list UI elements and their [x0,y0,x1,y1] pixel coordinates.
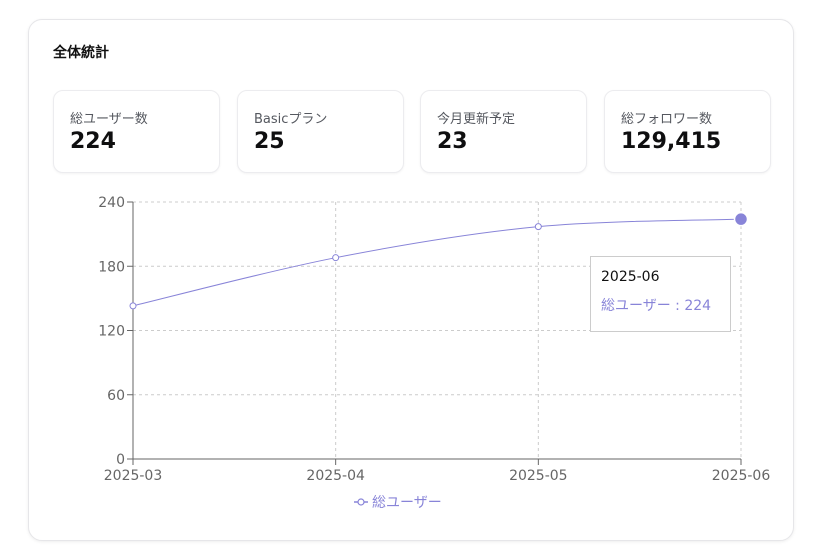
stat-card-renewals-this-month: 今月更新予定 23 [420,90,587,173]
stat-label: 総フォロワー数 [621,112,713,127]
y-tick-label: 0 [116,452,125,468]
y-tick-label: 60 [107,388,125,404]
y-tick-label: 240 [98,195,125,211]
stat-value: 23 [437,129,468,154]
x-tick-label: 2025-05 [509,468,568,484]
data-point[interactable] [129,302,137,310]
stat-value: 129,415 [621,129,722,154]
active-data-point[interactable] [733,211,749,227]
x-tick-label: 2025-06 [712,468,771,484]
stat-card-basic-plan: Basicプラン 25 [237,90,404,173]
line-chart[interactable]: 0 60 120 180 240 2025-03 2025-04 2025-05 2025-06 [29,20,795,542]
y-tick-label: 180 [98,259,125,275]
tooltip-value: 総ユーザー : 224 [601,298,712,314]
x-tick-label: 2025-04 [306,468,365,484]
stat-card-total-followers: 総フォロワー数 129,415 [604,90,771,173]
x-tick-label: 2025-03 [104,468,163,484]
stat-card-total-users: 総ユーザー数 224 [53,90,220,173]
legend-label: 総ユーザー [372,495,442,511]
stat-label: Basicプラン [254,112,328,127]
card-title: 全体統計 [53,45,109,61]
stat-label: 今月更新予定 [437,112,516,127]
overall-stats-card: 全体統計 総ユーザー数 224 Basicプラン 25 今月更新予定 23 総フ… [28,19,794,541]
legend-line-icon [354,498,368,506]
stat-label: 総ユーザー数 [70,112,148,127]
y-tick-label: 120 [98,324,125,340]
stat-value: 224 [70,129,116,154]
chart-legend[interactable]: 総ユーザー [354,492,442,512]
series-line [132,218,742,307]
data-point[interactable] [534,223,542,231]
chart-tooltip: 2025-06 総ユーザー : 224 [590,256,731,332]
stat-value: 25 [254,129,285,154]
data-point[interactable] [332,254,340,262]
tooltip-title: 2025-06 [601,269,660,285]
